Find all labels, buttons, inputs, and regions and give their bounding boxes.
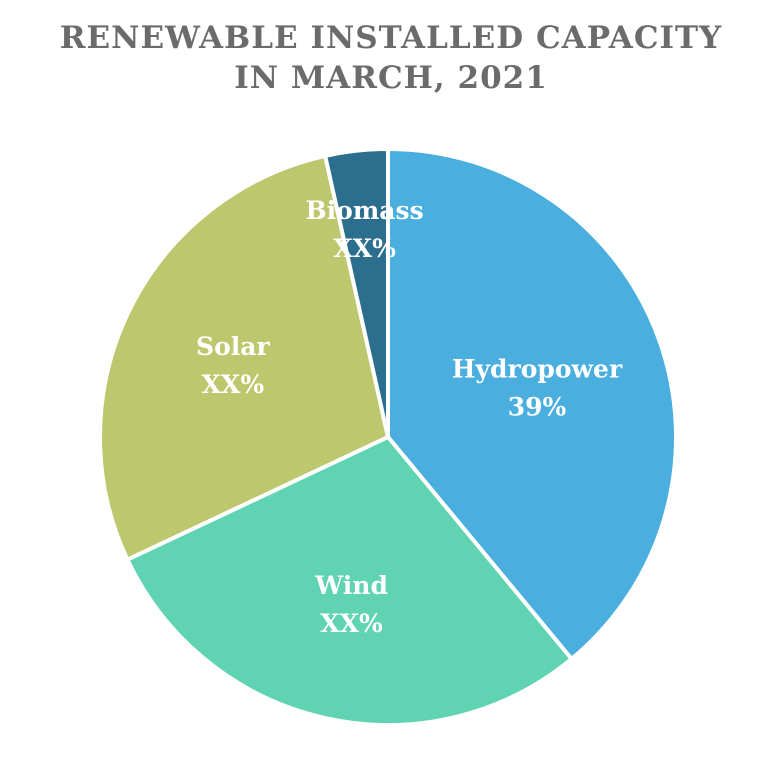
slice-label-biomass: Biomass XX% xyxy=(306,196,424,263)
slice-name-wind: Wind xyxy=(314,571,388,600)
pie-slices xyxy=(98,147,678,727)
slice-label-solar: Solar XX% xyxy=(196,332,270,399)
chart-title-line-1: RENEWABLE INSTALLED CAPACITY xyxy=(59,20,723,56)
pie-slice-solar xyxy=(98,153,390,562)
slice-label-wind: Wind XX% xyxy=(314,571,388,638)
slice-value-wind: XX% xyxy=(320,609,383,638)
pie-labels: Hydropower 39% Wind XX% Solar XX% Biomass XX% xyxy=(196,196,623,638)
slice-value-solar: XX% xyxy=(202,370,265,399)
pie-slice-hydropower xyxy=(386,147,678,661)
slice-value-hydropower: 39% xyxy=(508,392,567,421)
slice-name-hydropower: Hydropower xyxy=(452,354,623,383)
slice-name-biomass: Biomass xyxy=(306,196,424,225)
slice-label-hydropower: Hydropower 39% xyxy=(452,354,623,421)
slice-value-biomass: XX% xyxy=(333,234,396,263)
slice-name-solar: Solar xyxy=(196,332,270,361)
chart-title: RENEWABLE INSTALLED CAPACITY IN MARCH, 2… xyxy=(0,18,782,98)
chart-title-line-2: IN MARCH, 2021 xyxy=(234,60,548,96)
pie-slice-biomass xyxy=(323,147,390,439)
